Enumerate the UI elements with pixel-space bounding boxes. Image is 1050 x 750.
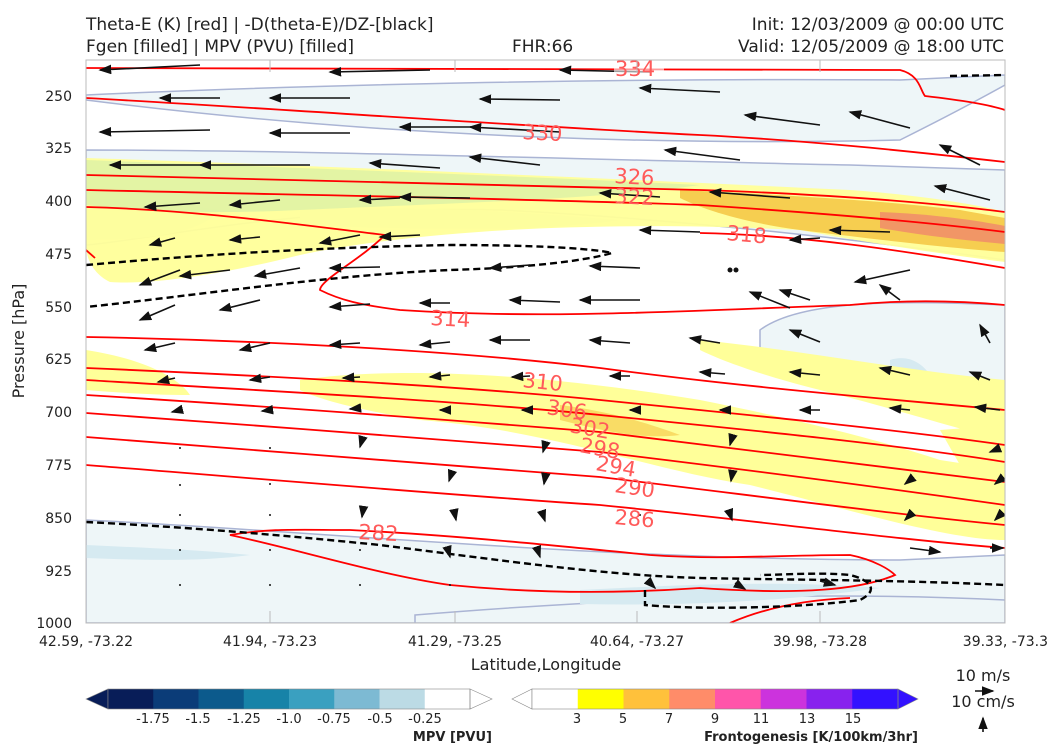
fgen-tick-5: 13 [799,712,816,727]
y-tick-925: 925 [45,564,72,580]
fgen-colorbar-cell-3 [669,689,716,709]
mpv-fill [86,74,1005,623]
plot-area [86,64,1005,623]
contour-label-310: 310 [521,368,563,396]
y-tick-475: 475 [45,247,72,263]
y-tick-325: 325 [45,141,72,157]
wind-dots [179,267,739,586]
contour-label-286: 286 [614,505,656,532]
mpv-colorbar-cell-2 [198,689,245,709]
init-time: Init: 12/03/2009 @ 00:00 UTC [751,15,1004,35]
fgen-colorbar-cell-6 [806,689,853,709]
contour-label-306: 306 [545,395,588,424]
contour-label-334: 334 [615,57,655,81]
forecast-hour: FHR:66 [512,37,574,57]
mpv-colorbar-extend-low [85,688,109,710]
wind-ref-vertical-label: 10 cm/s [951,692,1015,711]
theta-e-labels: 334 330 326 322 318 314 310 306 302 298 … [358,57,768,546]
x-tick-5: 39.33, -73.3 [963,634,1048,650]
y-tick-400: 400 [45,194,72,210]
x-gridticks [269,60,821,623]
y-tick-1000: 1000 [36,616,72,632]
mpv-tick-3: -1.0 [276,712,301,727]
dthetae-dz-contours [86,73,1005,609]
mpv-colorbar-cell-1 [153,689,199,709]
fgen-colorbar-extend-low [511,688,533,710]
mpv-colorbar-cell-4 [289,689,335,709]
fgen-tick-1: 5 [619,712,627,727]
y-tick-625: 625 [45,352,72,368]
y-tick-250: 250 [45,89,72,105]
fgen-tick-0: 3 [573,712,581,727]
fgen-colorbar-cell-2 [623,689,670,709]
fgen-colorbar-label: Frontogenesis [K/100km/3hr] [704,730,918,745]
fgen-tick-6: 15 [845,712,862,727]
title-line-1: Theta-E (K) [red] | -D(theta-E)/DZ-[blac… [86,15,434,35]
fgen-colorbar-cell-5 [760,689,807,709]
mpv-colorbar-cell-0 [108,689,154,709]
title-line-2: Fgen [filled] | MPV (PVU) [filled] [86,37,355,57]
mpv-tick-4: -0.75 [317,712,351,727]
mpv-colorbar-cell-7 [424,689,471,709]
mpv-colorbar-cell-5 [334,689,380,709]
y-tick-850: 850 [45,511,72,527]
y-axis-label: Pressure [hPa] [9,284,28,399]
x-tick-4: 39.98, -73.28 [773,634,867,650]
contour-label-322: 322 [614,184,655,210]
contour-label-314: 314 [430,306,471,332]
mpv-colorbar-cell-3 [243,689,290,709]
mpv-tick-0: -1.75 [136,712,170,727]
x-tick-0: 42.59, -73.22 [39,634,133,650]
mpv-colorbar: -1.75 -1.5 -1.25 -1.0 -0.75 -0.5 -0.25 M… [85,688,493,745]
mpv-tick-6: -0.25 [408,712,442,727]
x-tick-2: 41.29, -73.25 [408,634,502,650]
wind-vectors [98,64,1005,590]
fgen-colorbar: 3 5 7 9 11 13 15 Frontogenesis [K/100km/… [511,688,919,745]
fgen-tick-2: 7 [665,712,673,727]
contour-label-330: 330 [522,120,563,146]
wind-ref-horizontal-label: 10 m/s [956,666,1011,685]
contour-label-326: 326 [614,164,655,190]
fgen-tick-3: 9 [711,712,719,727]
x-axis-label: Latitude,Longitude [471,655,622,674]
fgen-colorbar-ticks: 3 5 7 9 11 13 15 [573,712,861,727]
mpv-tick-5: -0.5 [367,712,392,727]
y-tick-labels: 250 325 400 475 550 625 700 775 850 925 … [36,89,72,632]
fgen-colorbar-extend-high [897,688,919,710]
mpv-tick-2: -1.25 [227,712,261,727]
theta-e-contours [86,66,1005,623]
y-tick-775: 775 [45,458,72,474]
mpv-colorbar-cell-6 [379,689,426,709]
y-tick-700: 700 [45,405,72,421]
fgen-colorbar-cell-1 [577,689,624,709]
fgen-colorbar-cell-7 [852,689,899,709]
wind-reference: 10 m/s 10 cm/s [951,666,1015,732]
x-tick-labels: 42.59, -73.22 41.94, -73.23 41.29, -73.2… [39,634,1048,650]
contour-label-290: 290 [613,473,656,502]
fgen-colorbar-cell-0 [532,689,579,709]
contour-label-282: 282 [358,520,399,546]
valid-time: Valid: 12/05/2009 @ 18:00 UTC [738,37,1004,57]
mpv-colorbar-label: MPV [PVU] [413,730,492,745]
mpv-colorbar-extend-high [469,688,493,710]
x-tick-3: 40.64, -73.27 [590,634,684,650]
fgen-tick-4: 11 [753,712,770,727]
contour-label-318: 318 [726,221,768,248]
fgen-colorbar-cell-4 [715,689,762,709]
fgen-fill [86,158,1005,540]
mpv-tick-1: -1.5 [185,712,210,727]
x-tick-1: 41.94, -73.23 [223,634,317,650]
y-tick-550: 550 [45,300,72,316]
mpv-colorbar-ticks: -1.75 -1.5 -1.25 -1.0 -0.75 -0.5 -0.25 [136,712,442,727]
plot-frame [85,59,1006,624]
